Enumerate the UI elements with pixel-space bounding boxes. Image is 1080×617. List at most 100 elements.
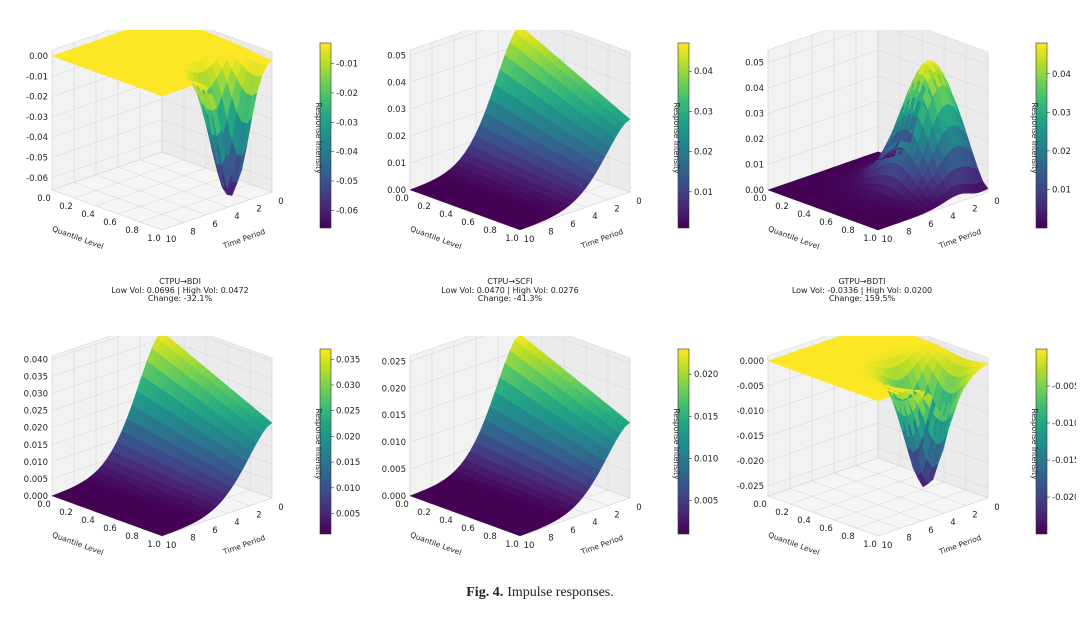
surface — [51, 30, 273, 196]
z-tick-label: 0.02 — [745, 135, 764, 145]
z-ticks: 0.000 0.005 0.010 0.015 0.020 0.025 — [382, 357, 406, 502]
colorbar-tick-label: 0.03 — [694, 107, 713, 117]
x-tick-label: 1.0 — [505, 234, 519, 244]
z-tick-label: 0.00 — [387, 186, 406, 196]
y-ticks: 10 8 6 4 2 0 — [166, 503, 284, 551]
x-tick-label: 0.6 — [461, 218, 475, 228]
x-tick-label: 0.6 — [103, 218, 117, 228]
y-tick-label: 6 — [212, 220, 217, 230]
z-gridline — [409, 336, 631, 364]
surface-patch — [159, 30, 165, 32]
surface-patch — [903, 336, 913, 338]
x-tick-label: 0.6 — [103, 524, 117, 534]
x-tick-label: 0.2 — [775, 508, 789, 518]
z-tick-label: 0.005 — [382, 465, 406, 475]
colorbar-gradient — [677, 348, 690, 535]
colorbar-tick-label: -0.06 — [336, 206, 358, 216]
z-tick-label: 0.05 — [387, 51, 406, 61]
colorbar-tick-label: 0.020 — [336, 432, 360, 442]
surface — [767, 60, 989, 231]
colorbar-tick-label: 0.035 — [336, 355, 360, 365]
colorbar-gradient — [1035, 42, 1048, 229]
z-tick-label: 0.000 — [382, 492, 406, 502]
z-tick-label: 0.00 — [745, 186, 764, 196]
chart-panel-3: 0.00 0.01 0.02 0.03 0.04 0.05 0.0 0.2 0.4 0.6 0.8 1… — [745, 30, 1071, 251]
x-axis-label: Quantile Level — [767, 530, 821, 557]
surface-patch — [977, 181, 989, 192]
z-tick-label: 0.00 — [29, 52, 48, 62]
x-tick-label: 0.6 — [819, 218, 833, 228]
x-tick-label: 0.2 — [775, 202, 789, 212]
z-tick-label: 0.035 — [24, 373, 48, 383]
surface-patch — [261, 418, 273, 428]
y-tick-label: 0 — [278, 197, 283, 207]
panel-1-title: CTPU→BDI — [159, 277, 201, 286]
z-tick-label: -0.03 — [26, 113, 48, 123]
colorbar-tick-label: 0.025 — [336, 407, 360, 417]
x-tick-label: 1.0 — [863, 540, 877, 550]
panel-1-subtitle: CTPU→BDI Low Vol: 0.0696 | High Vol: 0.0… — [50, 277, 310, 304]
y-tick-label: 8 — [548, 227, 553, 237]
t-gridline — [73, 42, 185, 223]
y-axis-label: Time Period — [579, 533, 625, 557]
x-tick-label: 0.4 — [81, 210, 95, 220]
x-tick-label: 1.0 — [147, 234, 161, 244]
colorbar: -0.005 -0.010 -0.015 -0.020 Response Intensi… — [1030, 348, 1076, 535]
x-tick-label: 0.0 — [395, 500, 409, 510]
y-tick-label: 10 — [524, 235, 535, 245]
x-ticks: 0.0 0.2 0.4 0.6 0.8 1.0 — [37, 500, 161, 550]
y-tick-label: 8 — [906, 227, 911, 237]
surface-patch — [844, 336, 852, 338]
z-axis-label: Response Intensity — [314, 102, 323, 174]
y-tick-label: 6 — [570, 526, 575, 536]
y-tick-label: 10 — [166, 235, 177, 245]
z-tick-label: 0.03 — [387, 105, 406, 115]
x-tick-label: 0.2 — [417, 202, 431, 212]
surface-patch — [156, 336, 168, 342]
y-tick-label: 4 — [950, 518, 955, 528]
colorbar-tick-label: -0.03 — [336, 118, 358, 128]
x-tick-label: 0.2 — [417, 508, 431, 518]
z-tick-label: 0.000 — [740, 357, 764, 367]
x-axis-label: Quantile Level — [409, 530, 463, 557]
colorbar-tick-label: 0.010 — [336, 484, 360, 494]
y-axis-label: Time Period — [579, 227, 625, 251]
y-tick-label: 6 — [212, 526, 217, 536]
y-tick-label: 8 — [906, 533, 911, 543]
y-tick-label: 4 — [950, 212, 955, 222]
surface — [51, 336, 273, 537]
y-ticks: 10 8 6 4 2 0 — [524, 503, 642, 551]
y-tick-label: 10 — [166, 541, 177, 551]
y-ticks: 10 8 6 4 2 0 — [166, 197, 284, 245]
z-tick-label: 0.01 — [387, 159, 406, 169]
x-axis-label: Quantile Level — [51, 224, 105, 251]
x-tick-label: 0.2 — [59, 508, 73, 518]
y-tick-label: 8 — [190, 533, 195, 543]
z-axis-label: Response Intensity — [1030, 102, 1039, 174]
x-tick-label: 0.8 — [841, 532, 855, 542]
colorbar-tick-label: -0.01 — [336, 60, 358, 70]
x-tick-label: 0.6 — [461, 524, 475, 534]
x-tick-label: 1.0 — [505, 540, 519, 550]
y-tick-label: 2 — [972, 511, 977, 521]
colorbar-tick-label: 0.005 — [694, 496, 718, 506]
y-tick-label: 8 — [548, 533, 553, 543]
z-axis-label: Response Intensity — [1030, 408, 1039, 480]
z-tick-label: -0.025 — [737, 482, 764, 492]
colorbar: 0.020 0.015 0.010 0.005 Response Intensity — [672, 348, 718, 535]
y-tick-label: 4 — [234, 212, 239, 222]
figure-caption-text: Impulse responses. — [507, 585, 614, 600]
colorbar-tick-label: 0.03 — [1052, 108, 1071, 118]
z-tick-label: 0.020 — [24, 424, 48, 434]
z-tick-label: 0.04 — [387, 78, 406, 88]
colorbar-tick-label: -0.05 — [336, 177, 358, 187]
z-tick-label: -0.015 — [737, 432, 764, 442]
z-gridline — [409, 30, 631, 58]
colorbar-tick-label: 0.02 — [1052, 147, 1071, 157]
y-tick-label: 6 — [570, 220, 575, 230]
y-tick-label: 0 — [994, 503, 999, 513]
colorbar-tick-label: 0.005 — [336, 509, 360, 519]
surface — [767, 336, 989, 488]
x-tick-label: 0.0 — [37, 500, 51, 510]
z-axis-label: Response Intensity — [672, 102, 681, 174]
